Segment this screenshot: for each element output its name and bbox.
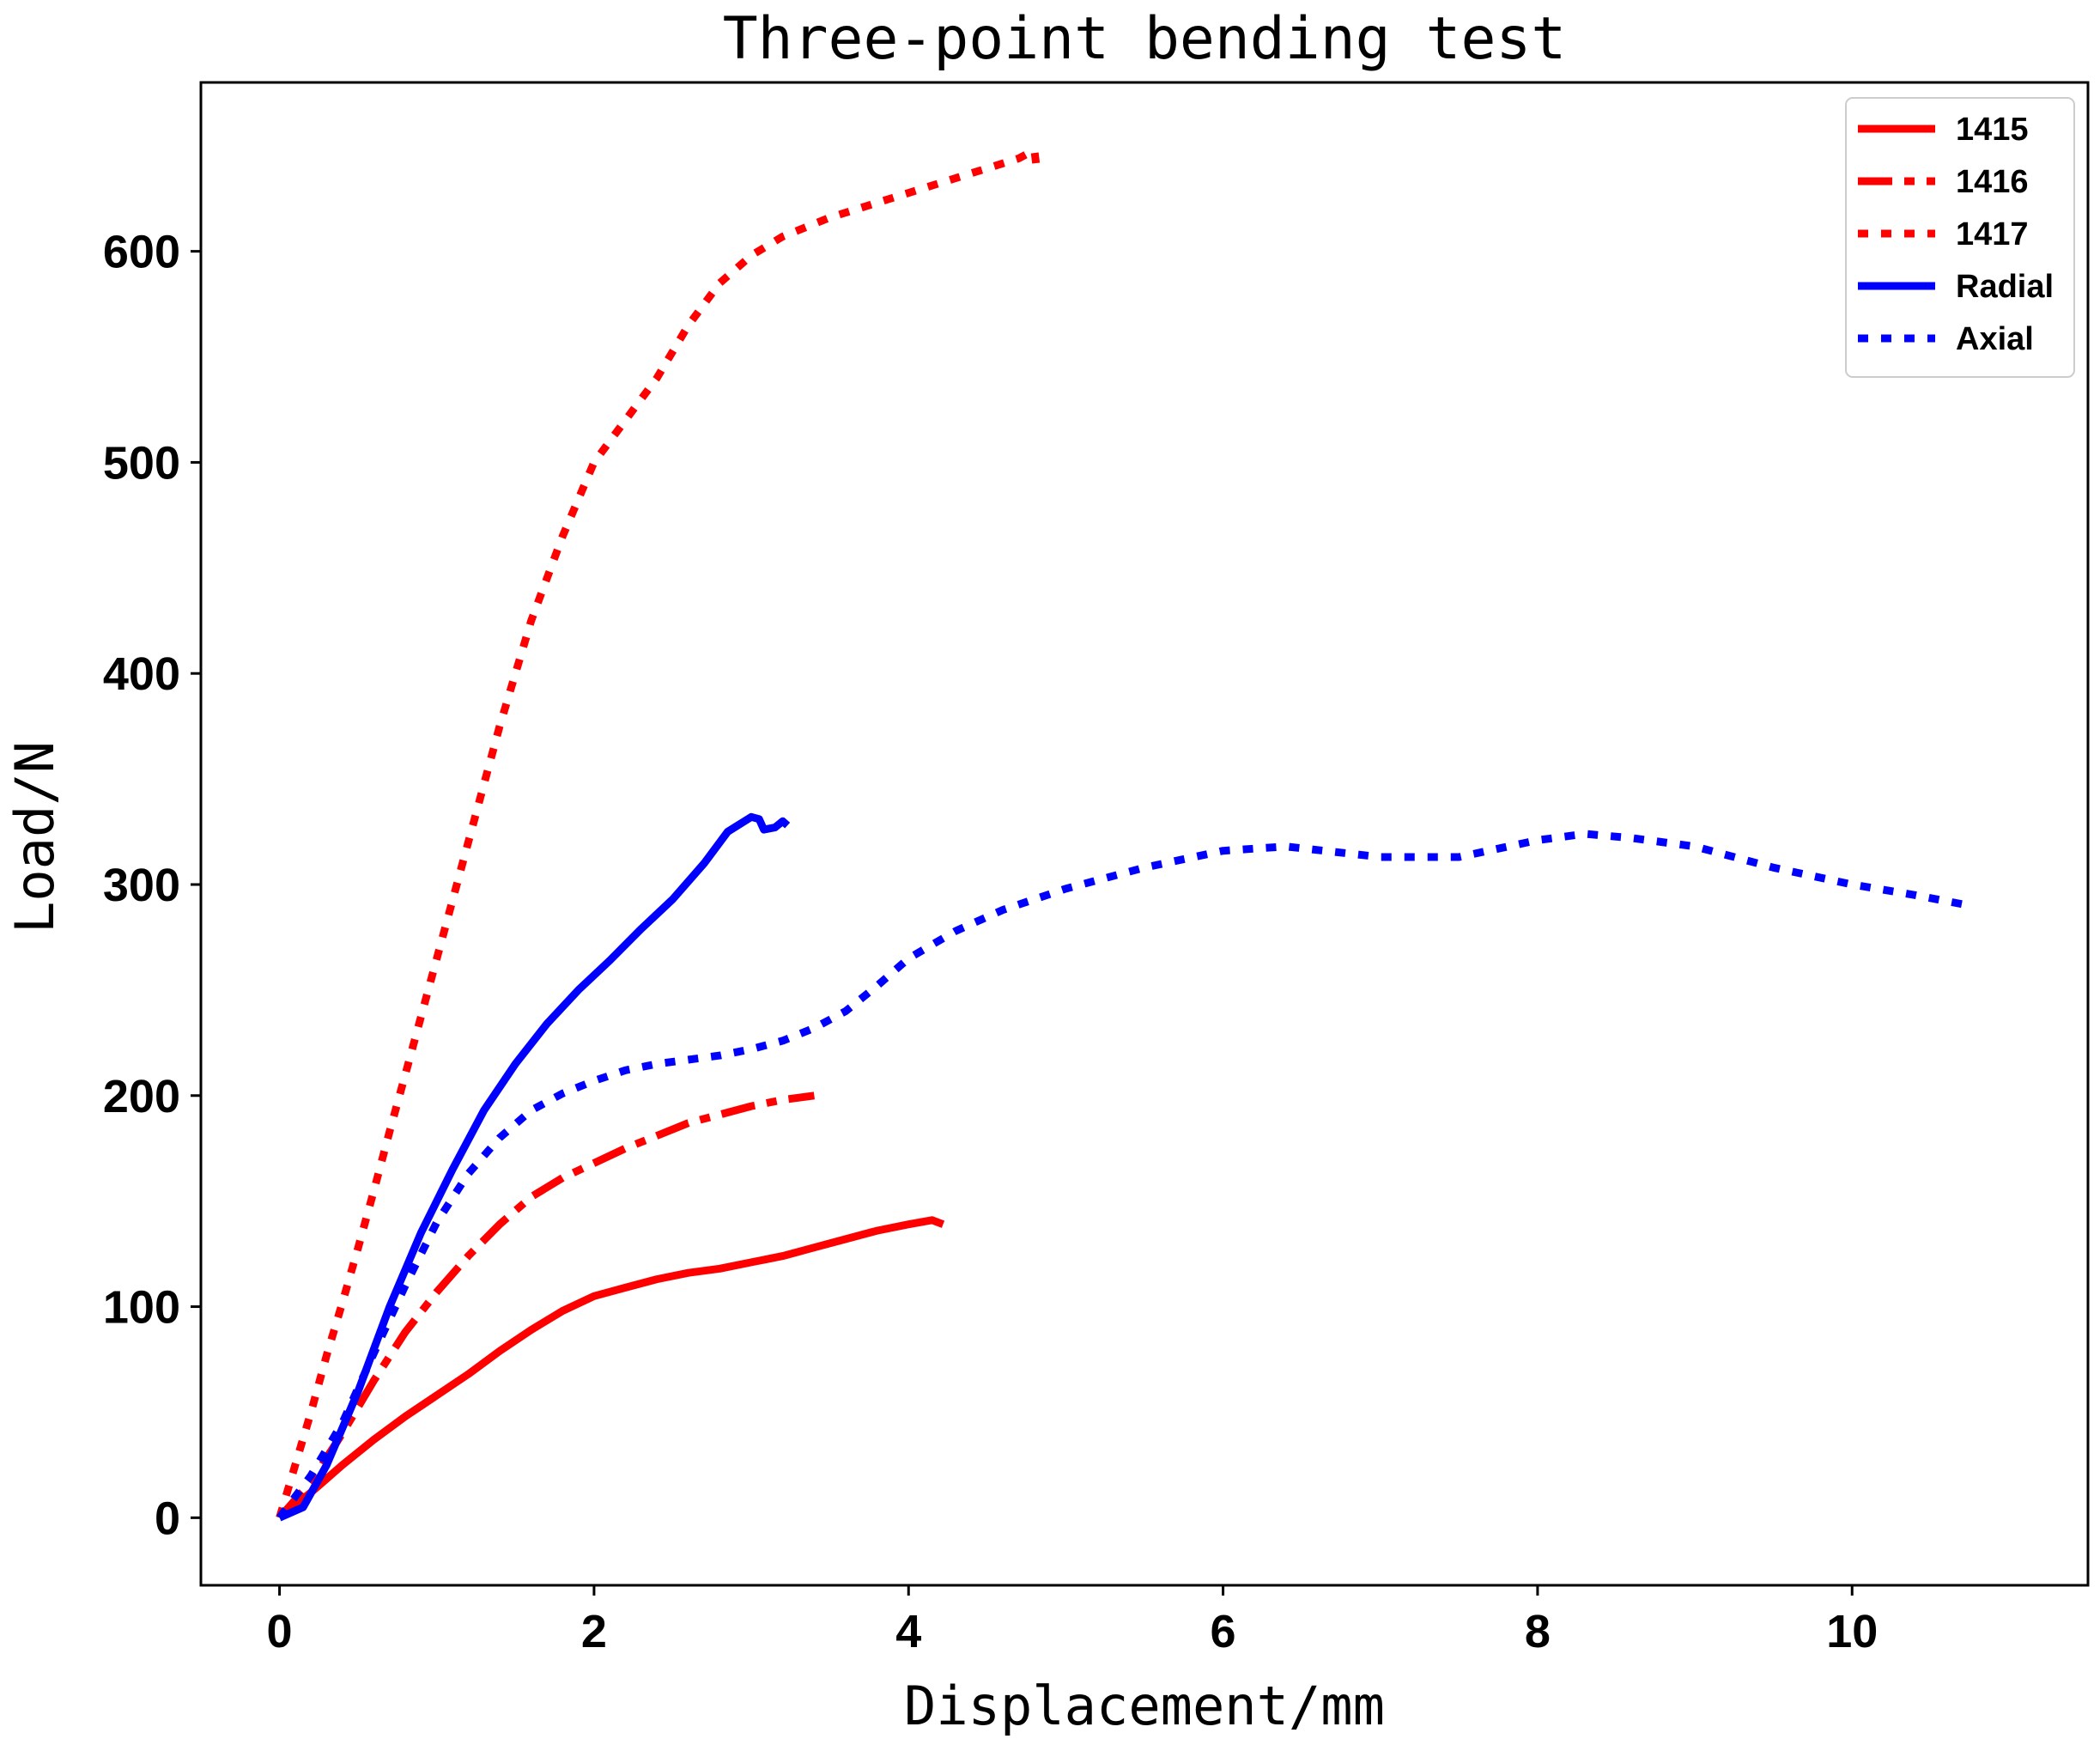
y-tick-label: 500 xyxy=(103,437,180,489)
y-tick-label: 100 xyxy=(103,1282,180,1334)
x-axis-label: Displacement/mm xyxy=(904,1675,1385,1737)
x-tick-label: 4 xyxy=(895,1606,921,1657)
series-line-1415 xyxy=(276,1216,945,1521)
legend-box xyxy=(1845,97,2075,378)
x-tick-label: 6 xyxy=(1211,1606,1236,1657)
x-tick-label: 8 xyxy=(1525,1606,1551,1657)
legend-label-1415: 1415 xyxy=(1956,112,2029,148)
series-line-axial xyxy=(276,830,1971,1520)
legend: 1415 1416 1417 Radial Axial xyxy=(1845,97,2075,378)
x-tick-label: 2 xyxy=(581,1606,607,1657)
series-line-radial xyxy=(277,812,791,1522)
y-tick-label: 200 xyxy=(103,1071,180,1122)
legend-label-radial: Radial xyxy=(1956,269,2054,305)
legend-label-1416: 1416 xyxy=(1956,164,2029,200)
chart-title: Three-point bending test xyxy=(723,5,1567,73)
plot-frame xyxy=(199,81,2090,1587)
legend-label-1417: 1417 xyxy=(1956,216,2029,252)
y-tick-label: 600 xyxy=(103,227,180,278)
x-tick-label: 10 xyxy=(1826,1606,1878,1657)
y-axis-label: Load/N xyxy=(3,741,66,933)
y-tick-label: 300 xyxy=(103,860,180,911)
y-tick-label: 0 xyxy=(155,1493,180,1544)
legend-label-axial: Axial xyxy=(1956,321,2034,357)
x-tick-label: 0 xyxy=(267,1606,293,1657)
y-tick-label: 400 xyxy=(103,648,180,700)
series-line-1416 xyxy=(276,1091,815,1521)
